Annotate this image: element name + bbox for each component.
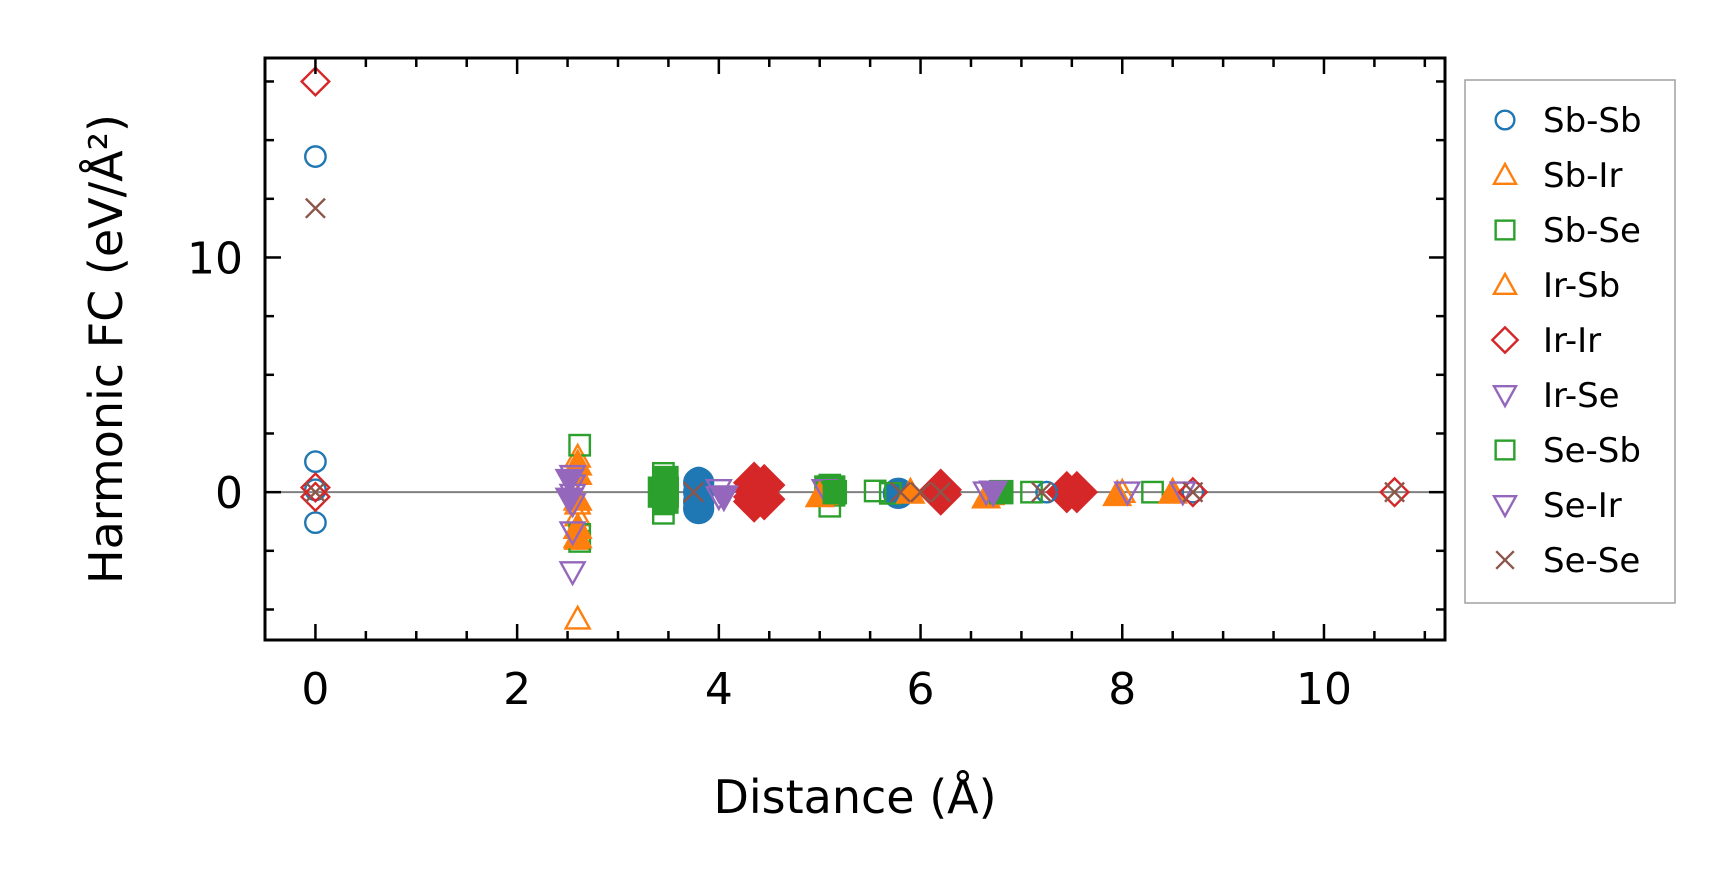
point-se-sb-1 [654,489,679,514]
y-axis-title: Harmonic FC (eV/Å²) [79,114,133,584]
point-se-se-0 [304,197,326,219]
legend-marker-sb-sb [1494,109,1516,131]
point-se-se-8-stroke-b [1384,481,1406,503]
point-se-se-4-stroke-b [910,481,932,503]
legend-entry-ir-sb: Ir-Sb [1491,266,1620,306]
point-se-se-6-stroke-b [1031,481,1053,503]
point-se-se-2 [683,481,705,503]
plot-area [265,65,1445,630]
point-ir-ir-4 [1177,476,1209,508]
point-ir-ir-0 [299,65,331,97]
x-tick-label: 6 [907,664,935,715]
legend-label-se-se: Se-Se [1543,541,1640,581]
x-tick-label: 8 [1108,664,1136,715]
legend-marker-sb-se [1494,219,1516,241]
legend-marker-se-sb [1494,439,1516,461]
x-tick-label: 2 [503,664,531,715]
legend-entry-se-se: Se-Se [1495,541,1640,581]
legend-entry-se-sb: Se-Sb [1494,431,1641,471]
point-se-se-5-stroke-b [930,481,952,503]
point-sb-se-15 [1141,480,1164,504]
point-se-se-7 [1182,481,1204,503]
point-se-ir-2 [708,485,739,513]
plot-frame [263,56,1447,642]
point-sb-sb-2 [304,511,327,535]
point-ir-se-10 [1113,481,1142,507]
point-se-sb-2 [822,479,848,505]
point-sb-se-11 [863,479,887,503]
point-se-se-3 [889,481,911,503]
legend-marker-se-se-stroke-b [1495,550,1515,570]
point-se-se-0-stroke-b [304,197,326,219]
legend-marker-se-ir [1491,495,1519,519]
series-sb-ir [563,442,1137,630]
point-ir-se-11 [1168,481,1197,507]
point-se-se-4 [910,481,932,503]
point-ir-ir-2 [299,481,331,513]
filled-point-1-7 [919,473,962,516]
point-se-ir-1 [554,487,585,515]
legend-label-se-sb: Se-Sb [1543,431,1641,471]
point-se-sb-0 [654,465,679,491]
axes: 0 2 4 6 8 10 0 10 Distance (Å) Harmonic FC (eV/Å²… [79,56,1447,824]
series-se-se [304,197,1406,503]
legend-marker-se-se [1495,550,1515,570]
point-se-ir-3 [978,480,1009,508]
point-sb-sb-0 [304,145,327,168]
point-ir-ir-5 [1379,476,1411,508]
legend-marker-sb-ir [1491,161,1519,186]
legend-label-ir-ir: Ir-Ir [1543,321,1601,361]
legend-entry-sb-ir: Sb-Ir [1491,156,1622,196]
point-se-ir-0 [554,468,585,496]
legend-entry-sb-sb: Sb-Sb [1494,101,1642,141]
legend-marker-ir-sb [1491,271,1519,295]
legend-entry-ir-ir: Ir-Ir [1490,321,1601,361]
point-ir-se-5 [558,561,587,587]
x-tick-label: 0 [301,664,329,715]
point-se-se-2-stroke-b [683,481,705,503]
point-sb-ir-4 [563,604,592,630]
point-se-se-6 [1031,481,1053,503]
y-tick-label: 0 [215,468,243,519]
series-ir-ir [299,65,1411,513]
filled-point-1-5 [742,477,786,521]
point-se-se-1 [304,481,326,503]
legend-entry-se-ir: Se-Ir [1491,486,1622,526]
legend-label-ir-sb: Ir-Sb [1543,266,1620,306]
legend-label-sb-sb: Sb-Sb [1543,101,1642,141]
legend: Sb-Sb Sb-Ir Sb-Se Ir-Sb Ir-Ir Ir-Se Se-Sb Se-Ir… [1464,79,1676,604]
x-axis-title: Distance (Å) [713,770,996,824]
legend-entry-ir-se: Ir-Se [1491,376,1620,416]
legend-label-ir-se: Ir-Se [1543,376,1620,416]
legend-label-sb-ir: Sb-Ir [1543,156,1622,196]
point-ir-ir-3 [1056,476,1088,508]
y-tick-label: 10 [187,233,243,284]
legend-marker-ir-ir [1490,325,1520,355]
legend-label-sb-se: Sb-Se [1543,211,1641,251]
point-se-se-5 [930,481,952,503]
series-se-ir [554,468,1009,515]
point-sb-sb-1 [304,450,327,474]
legend-entry-sb-se: Sb-Se [1494,211,1641,251]
point-se-se-3-stroke-b [889,481,911,503]
point-se-se-1-stroke-b [304,481,326,503]
point-se-se-7-stroke-b [1182,481,1204,503]
x-tick-label: 10 [1296,664,1352,715]
x-tick-label: 4 [705,664,733,715]
legend-box [1464,79,1676,604]
point-se-se-8 [1384,481,1406,503]
point-ir-se-4 [558,521,587,547]
legend-marker-ir-se [1491,385,1519,409]
legend-label-se-ir: Se-Ir [1543,486,1622,526]
